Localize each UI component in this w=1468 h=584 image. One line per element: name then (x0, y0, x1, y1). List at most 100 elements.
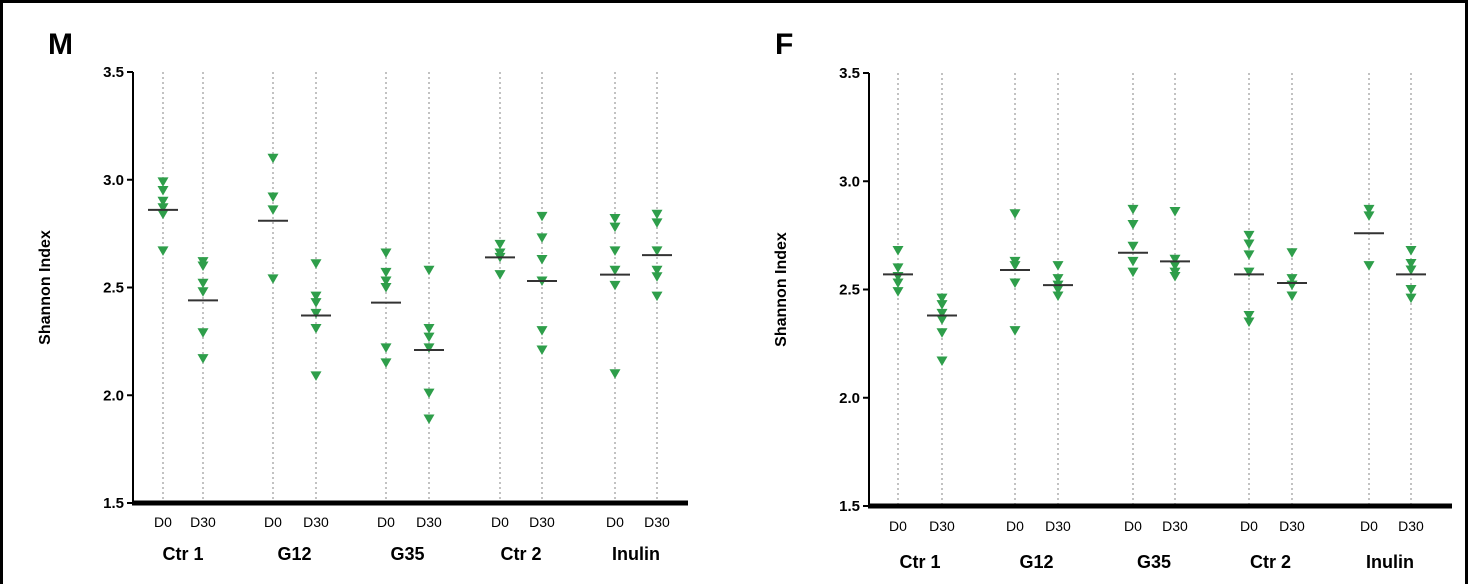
data-point (936, 356, 948, 366)
data-point (609, 222, 621, 233)
x-group-label: Ctr 1 (162, 544, 203, 564)
data-point (1009, 209, 1021, 219)
x-category-label: D0 (1240, 518, 1258, 534)
data-point (1405, 265, 1417, 276)
data-point (310, 298, 322, 308)
data-point (1052, 261, 1064, 271)
chart-panel-f: F Shannon Index 1.5 2.0 2.5 3.0 3.5 D0 D30 Ctr 1 D… (773, 28, 1452, 572)
y-tick-label: 3.0 (103, 172, 124, 189)
data-point (651, 265, 663, 276)
y-axis-title: Shannon Index (37, 230, 54, 345)
data-point (197, 278, 209, 289)
x-category-label: D30 (929, 518, 955, 534)
data-point (536, 254, 548, 265)
data-point (1169, 207, 1181, 217)
data-point (1363, 261, 1375, 271)
x-category-label: D0 (377, 514, 395, 530)
y-tick-label: 1.5 (839, 498, 860, 515)
data-point (1009, 261, 1021, 271)
data-point (1243, 317, 1255, 327)
data-point (157, 196, 169, 207)
data-point (1052, 291, 1064, 301)
data-point (1169, 261, 1181, 271)
x-group-label: Inulin (1366, 552, 1414, 572)
data-point (157, 186, 169, 196)
data-point (1405, 285, 1417, 295)
data-point (197, 354, 209, 364)
data-point (380, 343, 392, 353)
data-point (380, 248, 392, 259)
data-point (651, 218, 663, 228)
data-point (423, 414, 435, 424)
data-point (892, 263, 904, 273)
y-tick-label: 2.5 (103, 280, 124, 297)
data-point (1405, 293, 1417, 304)
data-point (494, 239, 506, 250)
y-tick-label: 3.5 (103, 64, 124, 81)
data-point (310, 259, 322, 269)
data-point (157, 177, 169, 187)
x-category-label: D30 (1398, 518, 1424, 534)
data-point (1052, 274, 1064, 284)
data-point (1286, 274, 1298, 284)
y-tick-label: 2.5 (839, 282, 860, 299)
y-tick-label: 3.5 (839, 65, 860, 82)
panel-letter: M (48, 28, 73, 61)
data-point (380, 358, 392, 368)
x-category-label: D0 (154, 514, 172, 530)
data-point (892, 246, 904, 256)
data-point (197, 287, 209, 297)
data-point (423, 265, 435, 276)
data-point (536, 326, 548, 336)
x-category-label: D0 (1124, 518, 1142, 534)
x-group-label: G12 (1019, 552, 1053, 572)
x-group-label: Inulin (612, 544, 660, 564)
data-point (267, 205, 279, 215)
y-tick-label: 2.0 (103, 387, 124, 404)
data-point (1243, 250, 1255, 260)
data-point (1169, 254, 1181, 265)
x-group-label: G35 (390, 544, 424, 564)
data-point (1127, 204, 1139, 215)
data-point (267, 153, 279, 164)
data-point (423, 343, 435, 353)
data-point (651, 291, 663, 302)
y-tick-label: 2.0 (839, 390, 860, 407)
x-category-label: D0 (1360, 518, 1378, 534)
data-point (1009, 326, 1021, 336)
data-point (1243, 230, 1255, 241)
data-point (536, 211, 548, 222)
data-point (1405, 246, 1417, 256)
data-point (1243, 239, 1255, 250)
data-point (157, 203, 169, 213)
data-point (651, 272, 663, 282)
x-category-label: D30 (1279, 518, 1305, 534)
x-category-label: D30 (529, 514, 555, 530)
data-point (1127, 241, 1139, 252)
data-point (157, 209, 169, 220)
data-point (1127, 267, 1139, 278)
data-point (267, 192, 279, 202)
data-point (651, 209, 663, 220)
data-point (310, 323, 322, 334)
x-category-label: D30 (303, 514, 329, 530)
data-point (936, 293, 948, 304)
data-point (494, 270, 506, 280)
data-point (892, 278, 904, 289)
data-point (1286, 248, 1298, 258)
data-point (1243, 310, 1255, 321)
data-point (936, 308, 948, 319)
data-point (380, 283, 392, 293)
data-point (936, 315, 948, 325)
data-point (1363, 204, 1375, 215)
data-point (609, 246, 621, 256)
data-point (1009, 278, 1021, 289)
data-point (197, 328, 209, 338)
data-point (609, 214, 621, 224)
x-category-label: D0 (606, 514, 624, 530)
x-group-label: G35 (1137, 552, 1171, 572)
x-group-label: G12 (277, 544, 311, 564)
data-point (1405, 259, 1417, 269)
